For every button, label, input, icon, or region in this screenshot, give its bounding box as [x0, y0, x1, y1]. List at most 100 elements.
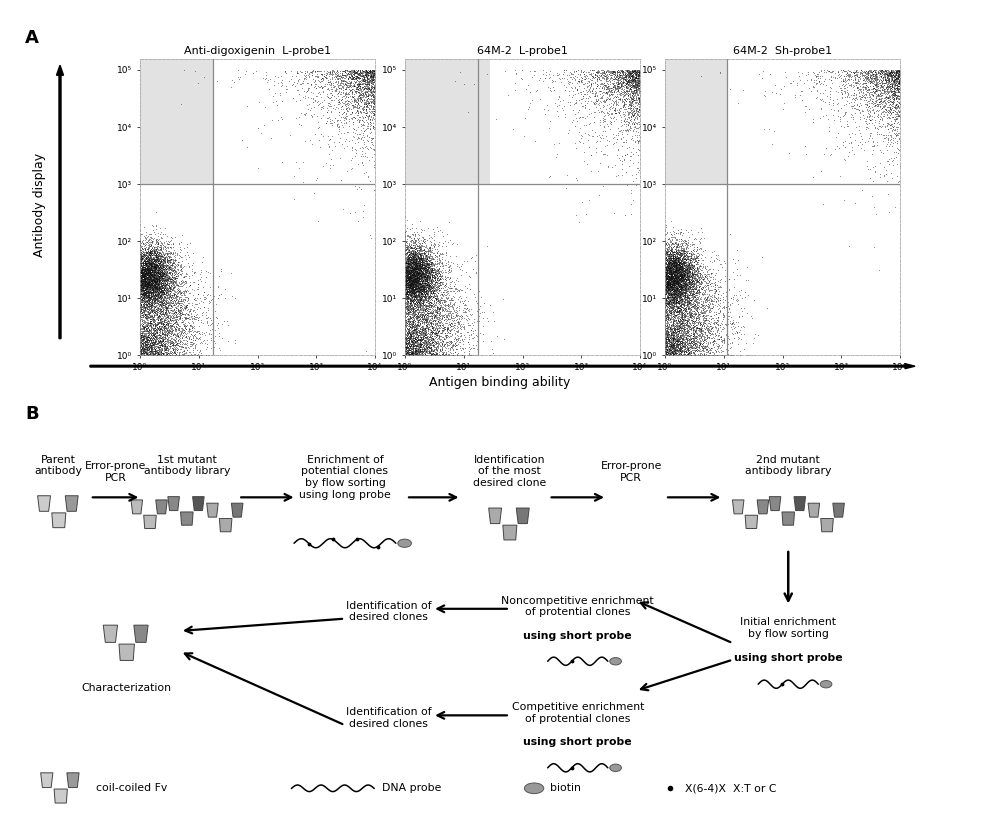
Point	[657, 332, 673, 345]
Point	[406, 267, 422, 280]
Point	[469, 297, 485, 310]
Point	[657, 347, 673, 360]
Point	[408, 263, 424, 276]
Point	[657, 349, 673, 362]
Point	[403, 349, 419, 362]
Point	[887, 87, 903, 100]
Point	[711, 298, 727, 312]
Point	[664, 262, 680, 275]
Point	[412, 293, 428, 306]
Point	[701, 327, 717, 340]
Point	[434, 339, 450, 352]
Point	[657, 349, 673, 362]
Point	[680, 288, 696, 301]
Point	[132, 343, 148, 356]
Point	[430, 265, 446, 278]
Point	[132, 298, 148, 311]
Point	[321, 99, 337, 113]
Point	[140, 349, 156, 362]
Point	[657, 284, 673, 298]
Point	[401, 292, 417, 305]
Point	[408, 272, 424, 285]
Point	[403, 261, 419, 274]
Point	[405, 268, 421, 281]
Point	[399, 273, 415, 286]
Point	[657, 269, 673, 283]
Point	[338, 115, 354, 129]
Point	[400, 252, 416, 266]
Point	[154, 255, 170, 268]
Point	[397, 283, 413, 297]
Point	[397, 339, 413, 352]
Point	[875, 68, 891, 81]
Point	[853, 90, 869, 104]
Point	[693, 324, 709, 338]
Point	[663, 327, 679, 340]
Point	[143, 283, 159, 297]
Point	[397, 336, 413, 349]
Point	[402, 234, 418, 247]
Point	[132, 277, 148, 290]
Point	[132, 248, 148, 262]
Point	[849, 80, 865, 94]
Point	[660, 327, 676, 340]
Point	[132, 349, 148, 362]
Point	[132, 342, 148, 355]
Point	[407, 269, 423, 283]
Point	[417, 304, 433, 318]
Point	[397, 331, 413, 344]
Point	[397, 274, 413, 288]
Point	[132, 263, 148, 276]
Point	[133, 250, 149, 263]
Point	[397, 346, 413, 359]
Point	[351, 77, 367, 90]
Point	[401, 265, 417, 278]
Point	[657, 349, 673, 362]
Point	[665, 342, 681, 355]
Point	[666, 257, 682, 271]
Point	[397, 295, 413, 308]
Point	[400, 336, 416, 349]
Point	[144, 344, 160, 357]
Point	[399, 283, 415, 297]
Point	[596, 64, 612, 78]
Point	[626, 73, 642, 86]
Point	[412, 259, 428, 273]
Point	[657, 284, 673, 298]
Point	[666, 344, 682, 357]
Point	[407, 285, 423, 298]
Point	[657, 316, 673, 329]
Point	[306, 100, 322, 114]
Point	[671, 257, 687, 270]
Point	[141, 281, 157, 294]
Point	[132, 307, 148, 320]
Point	[132, 335, 148, 349]
Point	[132, 349, 148, 362]
Point	[146, 244, 162, 257]
Point	[657, 349, 673, 362]
Point	[657, 293, 673, 306]
Point	[420, 309, 436, 323]
Point	[149, 349, 165, 362]
Point	[887, 67, 903, 80]
Point	[405, 331, 421, 344]
Point	[837, 81, 853, 94]
Point	[697, 349, 713, 362]
Point	[406, 276, 422, 289]
Point	[657, 277, 673, 290]
Point	[173, 315, 189, 329]
Point	[281, 74, 297, 88]
Point	[139, 266, 155, 279]
Point	[397, 277, 413, 290]
Point	[673, 336, 689, 349]
Point	[132, 285, 148, 298]
Point	[409, 348, 425, 361]
Point	[397, 349, 413, 362]
Point	[657, 260, 673, 273]
Point	[666, 257, 682, 271]
Point	[660, 255, 676, 268]
Point	[397, 348, 413, 361]
Point	[421, 254, 437, 268]
Point	[161, 279, 177, 293]
Point	[684, 332, 700, 345]
